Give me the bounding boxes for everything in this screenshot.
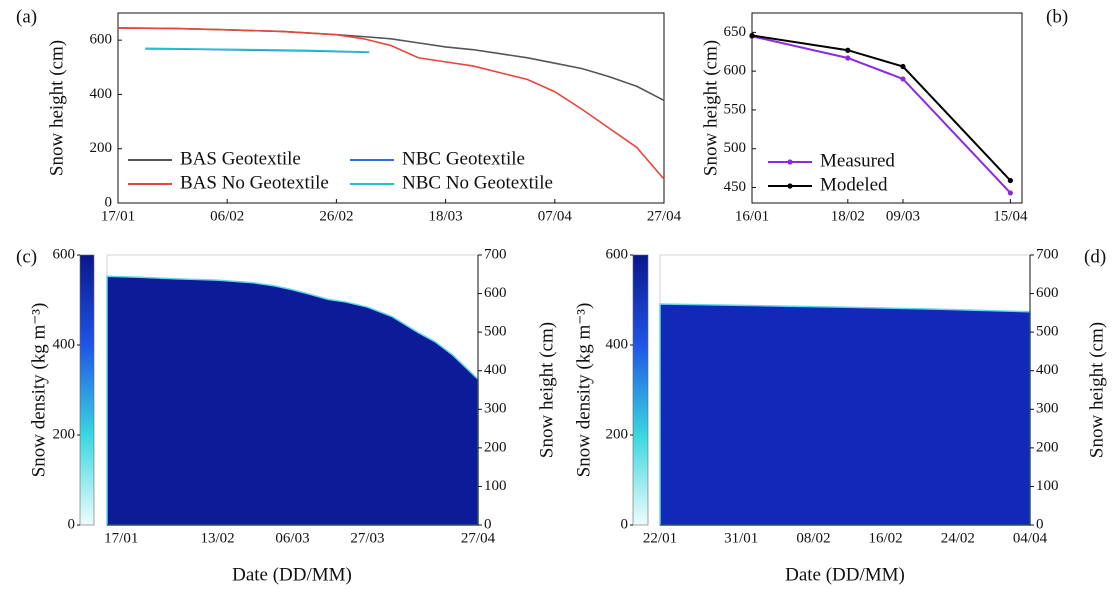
colorbar-tick-label: 600 [606, 246, 629, 262]
y-axis-label: Snow density (kg m⁻³) [573, 303, 594, 478]
line-series [145, 47, 370, 53]
colorbar-tick-label: 400 [53, 336, 76, 352]
x-tick-label: 27/04 [461, 530, 496, 546]
legend-label: BAS No Geotextile [180, 172, 329, 193]
x-tick-label: 06/03 [275, 530, 309, 546]
point [749, 32, 755, 39]
legend-label: NBC No Geotextile [402, 172, 553, 193]
line-series [117, 27, 665, 102]
point [845, 55, 851, 61]
x-axis-label: Date (DD/MM) [785, 564, 905, 585]
x-tick-label: 15/04 [993, 208, 1028, 224]
y-tick-label: 500 [724, 140, 747, 156]
y2-tick-label: 0 [1036, 516, 1044, 532]
colorbar-tick-label: 400 [606, 336, 629, 352]
y2-axis-label: Snow height (cm) [1086, 322, 1107, 458]
y2-axis-label: Snow height (cm) [536, 322, 557, 458]
line-series [751, 35, 1012, 194]
x-tick-label: 08/02 [796, 530, 830, 546]
x-tick-label: 18/02 [831, 208, 865, 224]
colorbar-tick-label: 0 [621, 516, 629, 532]
y2-tick-label: 400 [484, 362, 507, 378]
y2-tick-label: 600 [1036, 285, 1059, 301]
line-series [751, 34, 1012, 182]
y2-tick-label: 100 [484, 478, 507, 494]
point [900, 76, 906, 82]
y2-tick-label: 700 [484, 246, 507, 262]
x-tick-label: 18/03 [429, 208, 463, 224]
x-tick-label: 27/04 [647, 208, 682, 224]
legend-label: Measured [820, 150, 895, 171]
x-axis-label: Date (DD/MM) [232, 564, 352, 585]
y-tick-label: 600 [724, 63, 747, 79]
y2-tick-label: 400 [1036, 362, 1059, 378]
colorbar [632, 254, 649, 526]
plot-frame [751, 12, 1023, 204]
y-tick-label: 0 [105, 194, 113, 210]
y-axis-label: Snow height (cm) [46, 40, 67, 176]
panel-label: (a) [16, 6, 37, 27]
colorbar-tick-label: 200 [53, 426, 76, 442]
x-tick-label: 24/02 [941, 530, 975, 546]
y2-tick-label: 500 [1036, 324, 1059, 340]
x-tick-label: 07/04 [538, 208, 573, 224]
y-tick-label: 550 [724, 101, 747, 117]
panel-label: (c) [16, 246, 37, 267]
x-tick-label: 31/01 [724, 530, 758, 546]
y-tick-label: 650 [724, 24, 747, 40]
point [1007, 190, 1013, 196]
x-tick-label: 27/03 [350, 530, 384, 546]
colorbar-tick-label: 0 [68, 516, 76, 532]
y-tick-label: 200 [90, 140, 113, 156]
y2-tick-label: 300 [484, 401, 507, 417]
point [1007, 177, 1013, 184]
line-series [117, 27, 665, 180]
point [900, 63, 906, 70]
x-tick-label: 13/02 [201, 530, 235, 546]
plot-frame [117, 12, 665, 204]
legend-marker [787, 183, 793, 189]
snow-profile [659, 303, 1031, 526]
y-tick-label: 600 [90, 32, 113, 48]
y2-tick-label: 200 [1036, 439, 1059, 455]
colorbar-tick-label: 600 [53, 246, 76, 262]
y-tick-label: 400 [90, 86, 113, 102]
y2-tick-label: 100 [1036, 478, 1059, 494]
legend-marker [787, 159, 793, 165]
point [845, 47, 851, 53]
x-tick-label: 26/02 [319, 208, 353, 224]
panel-label: (d) [1084, 246, 1106, 267]
x-tick-label: 09/03 [886, 208, 920, 224]
colorbar-tick-label: 200 [606, 426, 629, 442]
legend-label: Modeled [820, 174, 888, 195]
x-tick-label: 16/01 [735, 208, 769, 224]
legend-label: BAS Geotextile [180, 148, 301, 169]
y-axis-label: Snow height (cm) [700, 40, 721, 176]
x-tick-label: 22/01 [643, 530, 677, 546]
x-tick-label: 06/02 [210, 208, 244, 224]
snow-profile [106, 275, 479, 526]
y2-tick-label: 500 [484, 324, 507, 340]
legend-label: NBC Geotextile [402, 148, 525, 169]
panel-label: (b) [1046, 6, 1068, 27]
y2-tick-label: 300 [1036, 401, 1059, 417]
y2-tick-label: 600 [484, 285, 507, 301]
y2-tick-label: 200 [484, 439, 507, 455]
y2-tick-label: 700 [1036, 246, 1059, 262]
y-tick-label: 450 [724, 179, 747, 195]
x-tick-label: 04/04 [1013, 530, 1048, 546]
colorbar [79, 254, 95, 526]
y-axis-label: Snow density (kg m⁻³) [28, 303, 49, 478]
x-tick-label: 17/01 [104, 530, 138, 546]
x-tick-label: 17/01 [101, 208, 135, 224]
y2-tick-label: 0 [484, 516, 492, 532]
x-tick-label: 16/02 [869, 530, 903, 546]
